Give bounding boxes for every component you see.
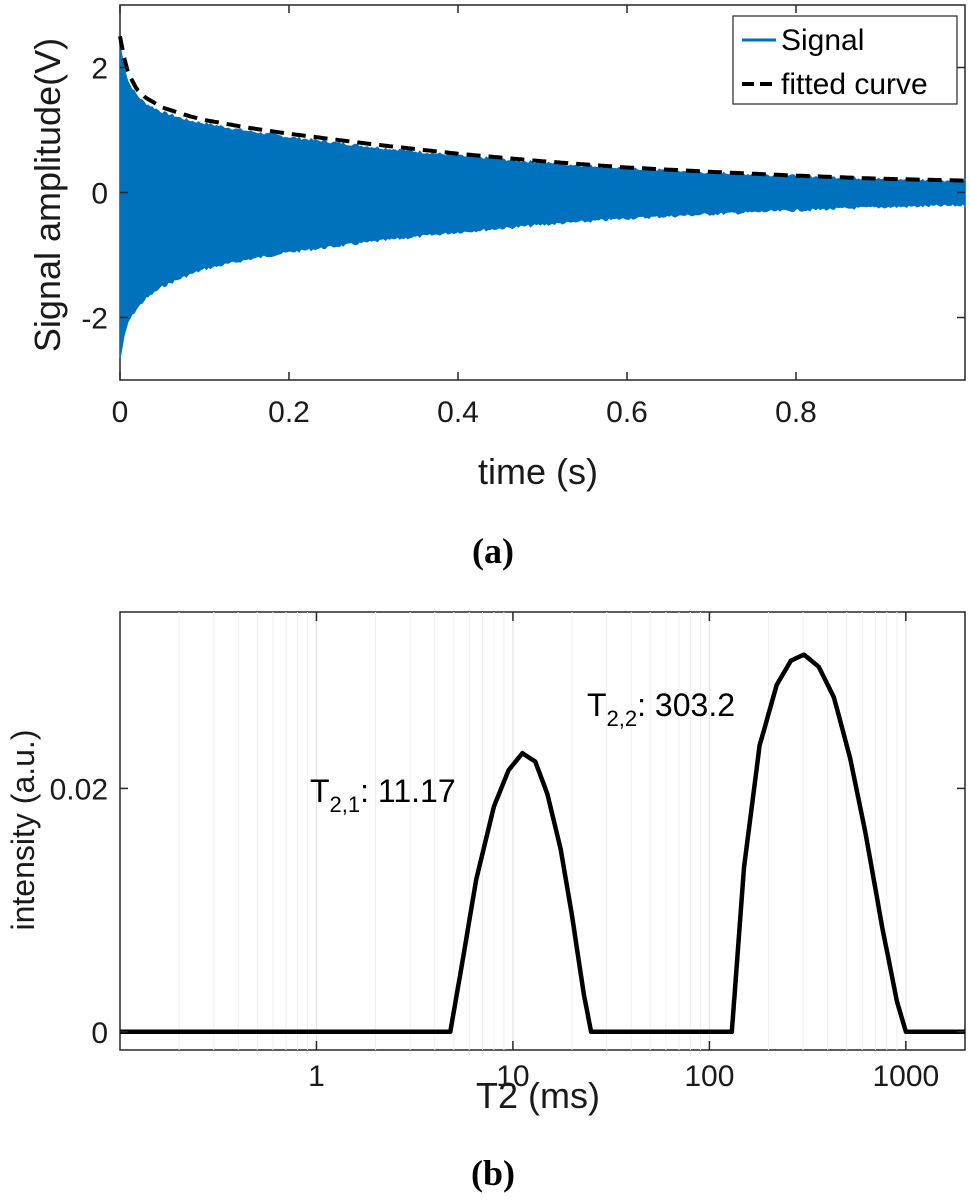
chart-b-x-tick-label: 1000 xyxy=(872,1060,939,1093)
chart-a-x-tick-label: 0.2 xyxy=(268,396,310,429)
chart-b-series-line xyxy=(120,652,965,1035)
chart-a-x-axis-label: time (s) xyxy=(478,451,598,492)
chart-a-x-tick-label: 0 xyxy=(112,396,129,429)
chart-b-plot-area xyxy=(119,611,966,1051)
chart-b-annotation-peak-1-value: : 11.17 xyxy=(360,773,455,809)
chart-b-y-axis-label: intensity (a.u.) xyxy=(5,730,41,931)
chart-b-x-axis: 1 10 100 1000 xyxy=(308,612,939,1093)
chart-a-y-axis-label: Signal amplitude(V) xyxy=(27,38,68,352)
chart-a-y-tick-label: -2 xyxy=(81,303,108,336)
chart-b-annotation-peak-2: T2,2: 303.2 xyxy=(587,687,735,731)
chart-b-annotation-peak-1-main: T xyxy=(310,773,330,809)
chart-b-x-axis-label: T2 (ms) xyxy=(476,1075,600,1116)
chart-a-y-axis: -2 0 2 xyxy=(81,53,965,336)
chart-b-annotation-peak-1-sub: 2,1 xyxy=(330,792,361,817)
chart-a-x-tick-label: 0.6 xyxy=(606,396,648,429)
chart-b-grid xyxy=(178,612,907,1050)
chart-b-y-axis: 00.02 xyxy=(50,773,965,1050)
chart-b-panel-label: (b) xyxy=(471,1153,515,1193)
chart-a-y-tick-label: 0 xyxy=(91,178,108,211)
chart-a-x-tick-label: 0.4 xyxy=(437,396,479,429)
chart-a-signal-series xyxy=(119,45,966,359)
chart-b: 1 10 100 1000 00.02 T2 (ms) intensity (a.u.… xyxy=(5,611,966,1193)
chart-b-x-tick-label: 100 xyxy=(684,1060,734,1093)
chart-a-legend-box xyxy=(732,15,958,105)
chart-a: 0 0.2 0.4 0.6 0.8 -2 0 2 time (s) Signal ampli… xyxy=(27,4,966,571)
chart-b-annotation-peak-2-sub: 2,2 xyxy=(607,706,638,731)
chart-a-legend-fit-label: fitted curve xyxy=(781,68,928,101)
chart-b-annotation-peak-1: T2,1: 11.17 xyxy=(310,773,456,817)
chart-b-y-tick-label: 0.02 xyxy=(50,773,108,806)
chart-b-x-tick-label: 10 xyxy=(496,1060,529,1093)
chart-b-x-tick-label: 1 xyxy=(308,1060,325,1093)
chart-a-fitted-curve-series xyxy=(118,35,965,183)
chart-b-annotation-peak-2-value: : 303.2 xyxy=(637,687,735,723)
chart-b-y-tick-label: 0 xyxy=(91,1017,108,1050)
chart-a-legend-signal-label: Signal xyxy=(781,24,864,57)
chart-a-y-tick-label: 2 xyxy=(91,53,108,86)
chart-a-x-tick-label: 0.8 xyxy=(775,396,817,429)
chart-a-legend: Signal fitted curve xyxy=(732,15,958,105)
chart-a-x-axis: 0 0.2 0.4 0.6 0.8 xyxy=(112,5,817,429)
chart-a-panel-label: (a) xyxy=(472,531,514,571)
chart-b-annotation-peak-2-main: T xyxy=(587,687,607,723)
